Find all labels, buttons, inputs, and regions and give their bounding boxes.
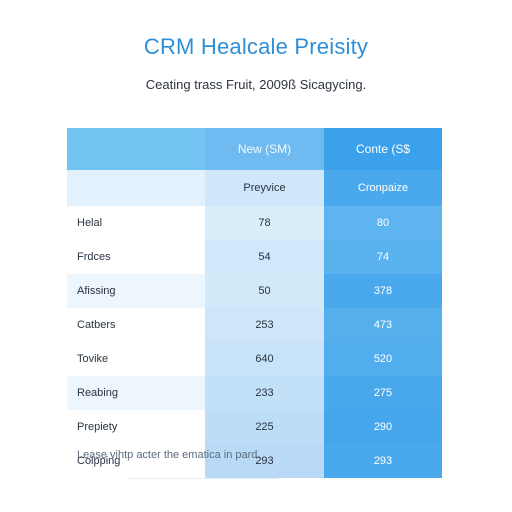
row-conte-value: 290 [324, 410, 442, 444]
row-label: Reabing [67, 376, 205, 410]
subheader-conte-cell: Cronpaize [324, 170, 442, 206]
divider [128, 478, 278, 479]
page-title: CRM Healcale Preisity [143, 34, 369, 59]
row-new-value: 640 [205, 342, 324, 376]
row-conte-value: 80 [324, 206, 442, 240]
table-header-row: New (SM) Conte (S$ [67, 128, 442, 170]
table-row: Helal 78 80 [67, 206, 442, 240]
row-conte-value: 378 [324, 274, 442, 308]
header-label-cell [67, 128, 205, 170]
row-conte-value: 275 [324, 376, 442, 410]
row-new-value: 225 [205, 410, 324, 444]
row-label: Prepiety [67, 410, 205, 444]
row-conte-value: 473 [324, 308, 442, 342]
row-new-value: 78 [205, 206, 324, 240]
row-label: Helal [67, 206, 205, 240]
row-new-value: 50 [205, 274, 324, 308]
table-row: Prepiety 225 290 [67, 410, 442, 444]
row-label: Colpping [67, 444, 205, 478]
table-row: Tovike 640 520 [67, 342, 442, 376]
table-row: Reabing 233 275 [67, 376, 442, 410]
data-table: New (SM) Conte (S$ Preyvice Cronpaize He… [67, 128, 442, 478]
data-table-container: New (SM) Conte (S$ Preyvice Cronpaize He… [67, 128, 442, 478]
header-new-cell: New (SM) [205, 128, 324, 170]
row-label: Frdces [67, 240, 205, 274]
row-label: Tovike [67, 342, 205, 376]
table-row: Catbers 253 473 [67, 308, 442, 342]
row-conte-value: 74 [324, 240, 442, 274]
row-new-value: 54 [205, 240, 324, 274]
row-label: Afissing [67, 274, 205, 308]
table-row: Colpping 293 293 [67, 444, 442, 478]
row-new-value: 233 [205, 376, 324, 410]
row-conte-value: 293 [324, 444, 442, 478]
row-conte-value: 520 [324, 342, 442, 376]
row-label: Catbers [67, 308, 205, 342]
subheader-label-cell [67, 170, 205, 206]
table-row: Frdces 54 74 [67, 240, 442, 274]
row-new-value: 253 [205, 308, 324, 342]
table-row: Afissing 50 378 [67, 274, 442, 308]
row-new-value: 293 [205, 444, 324, 478]
subheader-new-cell: Preyvice [205, 170, 324, 206]
table-subheader-row: Preyvice Cronpaize [67, 170, 442, 206]
page-subtitle: Ceating trass Fruit, 2009ß Sicagycing. [145, 77, 367, 92]
header-conte-cell: Conte (S$ [324, 128, 442, 170]
footnote: Lease vihtp acter the ematica in pard. [77, 449, 261, 461]
